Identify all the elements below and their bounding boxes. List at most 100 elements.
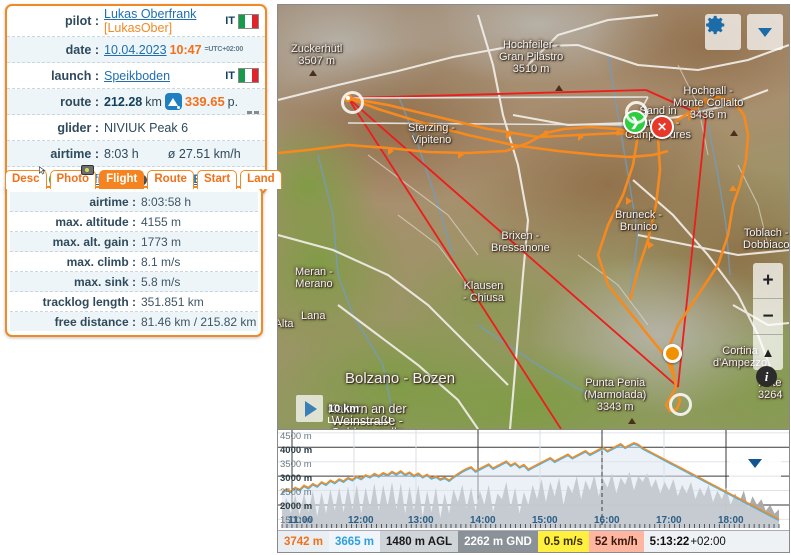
chart-options-button[interactable] xyxy=(729,448,781,478)
detail-value-max-sink: 5.8 m/s xyxy=(141,274,181,289)
altitude-chart[interactable]: 4500 m 4000 m 3500 m 3000 m 2500 m 2000 … xyxy=(277,429,790,553)
peak-marker-icon xyxy=(555,85,563,91)
avg-speed: ø 27.51 km/h xyxy=(167,146,241,161)
x-tick-1800: 18:00 xyxy=(718,515,744,526)
y-tick-3500: 3500 m xyxy=(280,459,312,470)
info-row-glider: glider : NIVIUK Peak 6 xyxy=(7,115,265,141)
detail-row-max-alt-gain: max. alt. gain : 1773 m xyxy=(10,232,258,252)
info-row-airtime: airtime : 8:03 h ø 27.51 km/h xyxy=(7,141,265,167)
detail-tabs: Desc Photo Flight Route Start Land xyxy=(5,165,282,189)
tab-flight[interactable]: Flight xyxy=(99,170,145,189)
map-settings-button[interactable] xyxy=(705,14,741,50)
status-baro-altitude: 3665 m xyxy=(329,531,381,552)
detail-row-airtime: airtime : 8:03:58 h xyxy=(10,192,258,212)
date-link[interactable]: 10.04.2023 xyxy=(104,42,167,57)
landing-ring-marker xyxy=(669,393,692,416)
detail-value-max-alt-gain: 1773 m xyxy=(141,234,182,249)
map-scale-label: 10 km xyxy=(328,403,360,415)
status-speed: 52 km/h xyxy=(588,531,644,552)
status-gps-altitude: 3742 m xyxy=(278,531,330,552)
peak-marker-icon xyxy=(628,418,636,424)
altitude-chart-plot[interactable] xyxy=(278,430,789,528)
detail-row-tracklog-length: tracklog length : 351.851 km xyxy=(10,292,258,312)
x-tick-1100: 11:00 xyxy=(288,515,314,526)
tab-photo-label: Photo xyxy=(56,173,90,185)
detail-label-max-climb: max. climb : xyxy=(66,254,136,269)
y-tick-2500: 2500 m xyxy=(280,487,312,498)
tab-route-label: Route xyxy=(154,173,187,185)
pilot-handle-link[interactable]: [LukasOber] xyxy=(104,21,173,35)
airtime-label: airtime : xyxy=(50,146,99,161)
tab-photo[interactable]: Photo xyxy=(49,165,97,189)
detail-label-max-sink: max. sink : xyxy=(73,274,136,289)
detail-value-max-altitude: 4155 m xyxy=(141,214,182,229)
x-tick-1300: 13:00 xyxy=(408,515,434,526)
launch-value: Speikboden IT xyxy=(104,68,259,83)
y-tick-3000: 3000 m xyxy=(280,473,313,484)
launch-country: IT xyxy=(221,68,259,83)
replay-play-button[interactable] xyxy=(296,395,323,422)
status-timezone: +02:00 xyxy=(690,531,732,552)
tab-start[interactable]: Start xyxy=(196,170,238,189)
detail-row-free-distance: free distance : 81.46 km / 215.82 km xyxy=(10,312,258,331)
route-distance: 212.28 xyxy=(104,94,143,109)
detail-label-airtime: airtime : xyxy=(89,194,136,209)
route-points: 339.65 xyxy=(184,94,225,109)
airtime-value: 8:03 h ø 27.51 km/h xyxy=(104,147,259,161)
status-time: 5:13:22 xyxy=(643,531,691,552)
tab-desc[interactable]: Desc xyxy=(5,166,47,189)
italy-flag-icon xyxy=(238,13,259,29)
task-triangle xyxy=(347,89,707,429)
status-gnd: 2262 m GND xyxy=(458,531,538,552)
utc-offset: =UTC+02:00 xyxy=(204,46,244,53)
map-info-button[interactable]: i xyxy=(756,366,777,387)
track-direction-arrows xyxy=(388,113,737,363)
launch-label: launch : xyxy=(51,68,99,83)
tab-land[interactable]: Land xyxy=(240,170,282,189)
compass-north-button[interactable]: ▲ xyxy=(761,345,775,360)
zoom-out-button[interactable]: − xyxy=(753,299,783,335)
resize-marks-icon xyxy=(247,111,259,114)
date-value: 10.04.2023 10:47 =UTC+02:00 xyxy=(104,43,259,57)
info-row-pilot: pilot : Lukas Oberfrank [LukasOber] IT xyxy=(7,6,265,37)
detail-row-max-sink: max. sink : 5.8 m/s xyxy=(10,272,258,292)
launch-site-link[interactable]: Speikboden xyxy=(104,68,171,83)
route-value: 212.28 km 339.65 p. xyxy=(104,93,259,110)
x-tick-1600: 16:00 xyxy=(594,515,620,526)
date-label: date : xyxy=(65,42,99,57)
zoom-controls: + − ▲ xyxy=(753,263,783,370)
glider-value: NIVIUK Peak 6 xyxy=(104,120,189,135)
flight-track xyxy=(278,95,750,413)
y-tick-2000: 2000 m xyxy=(280,501,313,512)
chart-status-bar: 3742 m 3665 m 1480 m AGL 2262 m GND 0.5 … xyxy=(278,530,789,552)
end-marker[interactable]: ✕ xyxy=(650,115,674,139)
pilot-country: IT xyxy=(221,13,259,29)
chevron-down-icon xyxy=(758,27,772,37)
detail-row-max-climb: max. climb : 8.1 m/s xyxy=(10,252,258,272)
info-row-date: date : 10.04.2023 10:47 =UTC+02:00 xyxy=(7,37,265,63)
fai-triangle-icon[interactable] xyxy=(164,93,182,110)
x-tick-1200: 12:00 xyxy=(348,515,374,526)
tab-route[interactable]: Route xyxy=(147,170,194,189)
detail-label-free-distance: free distance : xyxy=(54,314,136,329)
tab-land-label: Land xyxy=(247,173,275,185)
route-label: route : xyxy=(60,94,99,109)
detail-label-tracklog-length: tracklog length : xyxy=(42,294,136,309)
zoom-in-button[interactable]: + xyxy=(753,263,783,299)
map-layers-button[interactable] xyxy=(747,14,783,50)
pilot-value: Lukas Oberfrank [LukasOber] IT xyxy=(104,7,259,35)
info-row-launch: launch : Speikboden IT xyxy=(7,63,265,89)
detail-label-max-altitude: max. altitude : xyxy=(55,214,136,229)
map-scale-bar: 10 km xyxy=(328,403,390,423)
glider-label: glider : xyxy=(57,120,99,135)
cursor-arrow-icon xyxy=(38,166,46,175)
camera-icon xyxy=(81,165,95,175)
pilot-label: pilot : xyxy=(64,14,99,28)
position-marker[interactable] xyxy=(663,344,682,363)
tab-flight-label: Flight xyxy=(106,173,138,185)
detail-value-free-distance: 81.46 km / 215.82 km xyxy=(141,314,257,329)
pilot-name-link[interactable]: Lukas Oberfrank xyxy=(104,7,197,21)
marker-ring xyxy=(625,101,648,124)
map-canvas[interactable]: Zuckerhütl 3507 m Hochfeiler - Gran Pilast… xyxy=(277,4,790,430)
